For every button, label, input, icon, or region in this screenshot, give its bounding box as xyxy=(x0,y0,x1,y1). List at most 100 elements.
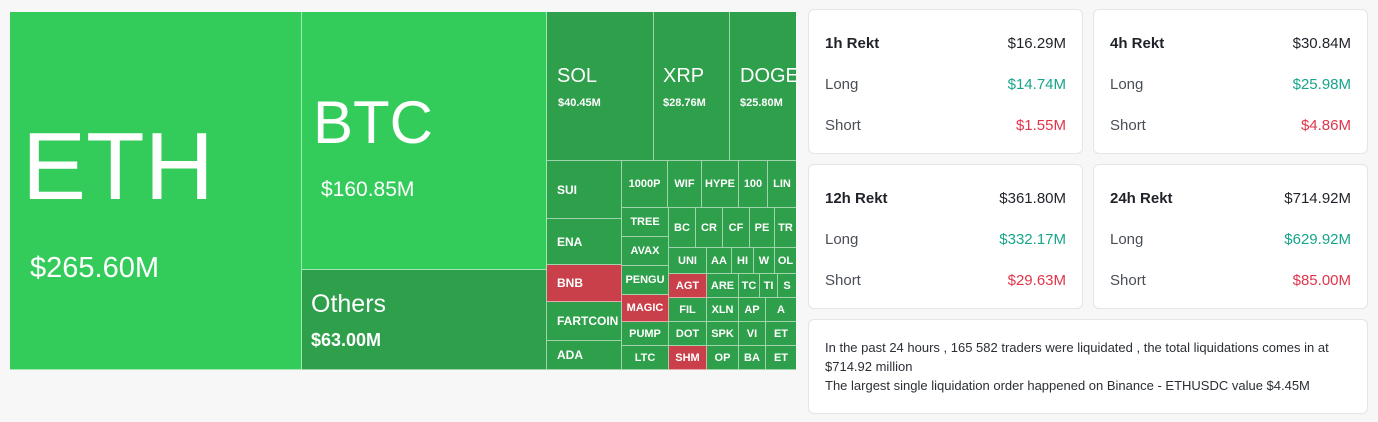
tile-cr[interactable]: CR xyxy=(696,208,723,248)
tile-pe[interactable]: PE xyxy=(750,208,775,248)
tile-btc-value: $160.85M xyxy=(321,178,415,201)
tile-vi[interactable]: VI xyxy=(739,322,766,346)
tile-tc-name: TC xyxy=(741,279,757,292)
tile-dot[interactable]: DOT xyxy=(669,322,707,346)
short-label: Short xyxy=(825,117,861,134)
short-value: $29.63M xyxy=(1007,272,1066,289)
tile-eth-value: $265.60M xyxy=(30,252,159,284)
tile-bnb-name: BNB xyxy=(557,276,583,290)
tile-are[interactable]: ARE xyxy=(707,274,739,298)
tile-ba-name: BA xyxy=(744,351,760,364)
tile-others[interactable]: Others $63.00M xyxy=(302,270,547,370)
panel-4h-rekt: 4h Rekt $30.84M Long $25.98M Short $4.86M xyxy=(1093,9,1368,154)
tile-1000p[interactable]: 1000P xyxy=(622,161,668,208)
tile-magic-name: MAGIC xyxy=(626,302,664,314)
panel-12h-rekt: 12h Rekt $361.80M Long $332.17M Short $29.6… xyxy=(808,164,1083,309)
tile-uni-name: UNI xyxy=(678,254,697,267)
tile-spk[interactable]: SPK xyxy=(707,322,739,346)
tile-tc[interactable]: TC xyxy=(739,274,760,298)
tile-xrp[interactable]: XRP $28.76M xyxy=(654,12,730,161)
short-label: Short xyxy=(1110,117,1146,134)
long-label: Long xyxy=(1110,76,1144,93)
short-label: Short xyxy=(1110,272,1146,289)
tile-w[interactable]: W xyxy=(754,248,775,274)
panel-total: $16.29M xyxy=(1007,35,1066,52)
tile-ena[interactable]: ENA xyxy=(547,219,622,265)
tile-avax[interactable]: AVAX xyxy=(622,237,669,266)
tile-pump-name: PUMP xyxy=(629,327,661,340)
panel-title: 1h Rekt xyxy=(825,35,880,52)
tile-ena-name: ENA xyxy=(557,234,583,249)
tile-hi[interactable]: HI xyxy=(732,248,754,274)
tile-sui[interactable]: SUI xyxy=(547,161,622,219)
tile-ap-name: AP xyxy=(744,303,760,316)
tile-et-2[interactable]: ET xyxy=(766,346,796,370)
tile-vi-name: VI xyxy=(746,327,758,340)
tile-tree[interactable]: TREE xyxy=(622,208,669,237)
tile-ba[interactable]: BA xyxy=(739,346,766,370)
tile-lin[interactable]: LIN xyxy=(768,161,796,208)
tile-pengu[interactable]: PENGU xyxy=(622,266,669,295)
short-value: $85.00M xyxy=(1292,272,1351,289)
long-value: $14.74M xyxy=(1007,76,1066,93)
tile-hi-name: HI xyxy=(737,254,748,267)
tile-ti-name: TI xyxy=(763,279,774,292)
tile-pump[interactable]: PUMP xyxy=(622,322,669,346)
summary-line-1: In the past 24 hours , 165 582 traders w… xyxy=(825,340,1329,374)
tile-agt[interactable]: AGT xyxy=(669,274,707,298)
tile-doge[interactable]: DOGE $25.80M xyxy=(730,12,796,161)
tile-et-name: ET xyxy=(773,327,789,340)
long-label: Long xyxy=(825,76,859,93)
tile-ada[interactable]: ADA xyxy=(547,341,622,370)
panel-title: 4h Rekt xyxy=(1110,35,1165,52)
tile-ol[interactable]: OL xyxy=(775,248,796,274)
tile-100[interactable]: 100 xyxy=(739,161,768,208)
tile-bnb[interactable]: BNB xyxy=(547,265,622,302)
short-value: $4.86M xyxy=(1300,117,1351,134)
tile-et[interactable]: ET xyxy=(766,322,796,346)
panel-title: 12h Rekt xyxy=(825,190,888,207)
tile-fil[interactable]: FIL xyxy=(669,298,707,322)
tile-w-name: W xyxy=(758,254,770,267)
long-value: $25.98M xyxy=(1292,76,1351,93)
tile-fartcoin[interactable]: FARTCOIN xyxy=(547,302,622,341)
tile-wif[interactable]: WIF xyxy=(668,161,702,208)
tile-cf[interactable]: CF xyxy=(723,208,750,248)
tile-sol-value: $40.45M xyxy=(558,97,601,109)
tile-a[interactable]: A xyxy=(766,298,796,322)
tile-s[interactable]: S xyxy=(778,274,796,298)
panel-24h-rekt: 24h Rekt $714.92M Long $629.92M Short $85.0… xyxy=(1093,164,1368,309)
panel-total: $714.92M xyxy=(1284,190,1351,207)
tile-others-value: $63.00M xyxy=(311,330,382,350)
tile-ol-name: OL xyxy=(777,254,794,267)
tile-eth[interactable]: ETH $265.60M xyxy=(10,12,302,370)
tile-hype[interactable]: HYPE xyxy=(702,161,739,208)
tile-ltc-name: LTC xyxy=(634,351,656,364)
short-label: Short xyxy=(825,272,861,289)
tile-btc[interactable]: BTC $160.85M xyxy=(302,12,547,270)
tile-hype-name: HYPE xyxy=(705,178,735,190)
tile-dot-name: DOT xyxy=(675,327,700,340)
tile-ti[interactable]: TI xyxy=(760,274,778,298)
liquidation-summary: In the past 24 hours , 165 582 traders w… xyxy=(808,319,1368,414)
panel-total: $30.84M xyxy=(1292,35,1351,52)
tile-ltc[interactable]: LTC xyxy=(622,346,669,370)
tile-spk-name: SPK xyxy=(711,327,734,340)
tile-op[interactable]: OP xyxy=(707,346,739,370)
tile-fil-name: FIL xyxy=(679,303,696,316)
tile-agt-name: AGT xyxy=(675,279,700,292)
long-value: $332.17M xyxy=(999,231,1066,248)
tile-aa-name: AA xyxy=(711,254,727,267)
long-label: Long xyxy=(825,231,859,248)
tile-ada-name: ADA xyxy=(557,348,583,362)
tile-bc[interactable]: BC xyxy=(669,208,696,248)
tile-sol[interactable]: SOL $40.45M xyxy=(547,12,654,161)
tile-uni[interactable]: UNI xyxy=(669,248,707,274)
tile-sol-name: SOL xyxy=(557,65,598,87)
tile-tr[interactable]: TR xyxy=(775,208,796,248)
tile-aa[interactable]: AA xyxy=(707,248,732,274)
tile-magic[interactable]: MAGIC xyxy=(622,295,669,322)
tile-ap[interactable]: AP xyxy=(739,298,766,322)
tile-shm[interactable]: SHM xyxy=(669,346,707,370)
tile-xln[interactable]: XLN xyxy=(707,298,739,322)
